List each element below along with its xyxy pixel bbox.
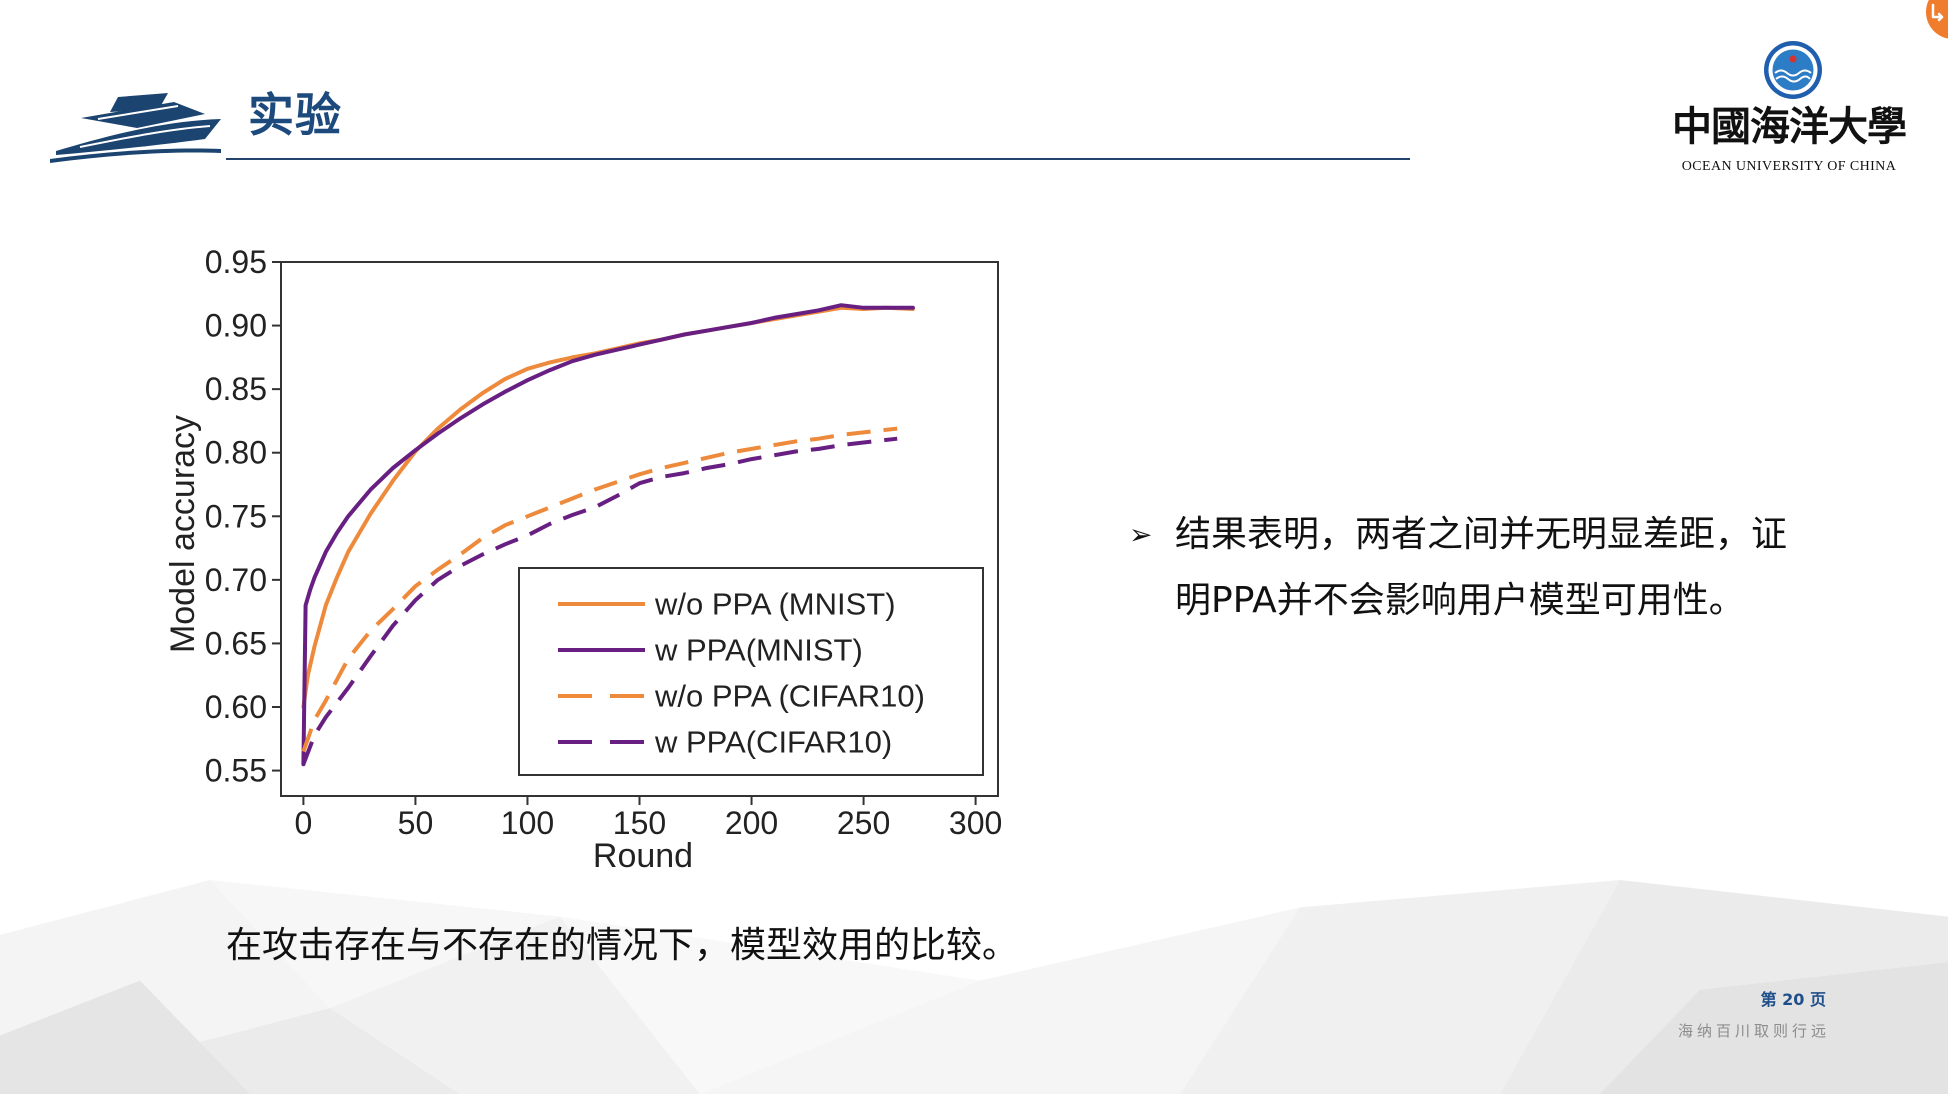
background-polygon [1600,962,1948,1094]
x-tick-label: 300 [949,805,1002,841]
emblem-sun-dot [1789,55,1797,63]
series-layer [301,303,915,767]
legend: w/o PPA (MNIST) w PPA(MNIST) w/o PPA (CIFA… [518,567,984,776]
y-tick-label: 0.65 [205,625,267,661]
x-tick-label: 150 [613,805,666,841]
university-name-cn: 中國海洋大學 [1672,103,1907,150]
background-polygons [0,880,1948,1094]
ship-logo-icon [50,93,221,163]
y-tick-label: 0.55 [205,753,267,789]
y-tick-label: 0.60 [205,689,267,725]
x-tick-label: 100 [501,805,554,841]
legend-label-w-o-ppa-cifar10: w/o PPA (CIFAR10) [654,679,925,714]
x-tick-label: 50 [398,805,434,841]
y-tick-label: 0.85 [205,371,267,407]
title-underline [226,158,1410,160]
ship-wave-swoosh [50,148,221,163]
background-polygon [560,916,980,1094]
emblem-inner-disc [1772,49,1814,91]
bullet-arrow-icon: ➢ [1129,518,1153,551]
background-polygon [210,880,560,1009]
legend-label-w-ppa-cifar10: w PPA(CIFAR10) [654,725,892,760]
university-name-en: OCEAN UNIVERSITY OF CHINA [1681,159,1897,174]
background-polygon [1180,880,1620,1094]
chart-caption: 在攻击存在与不存在的情况下，模型效用的比较。 [226,925,1019,966]
slide-title: 实验 [248,88,342,142]
emblem-wave [1775,75,1811,83]
background-polygon [700,907,1300,1094]
x-tick-label: 250 [837,805,890,841]
university-emblem-icon [1764,41,1822,99]
ship-hull-stripe [79,125,211,148]
y-tick-label: 0.75 [205,498,267,534]
footer-motto: 海纳百川取则行远 [1677,1022,1830,1040]
ship-deck-shape [81,102,205,128]
legend-label-w-ppa-mnist: w PPA(MNIST) [654,633,863,668]
y-tick-label: 0.80 [205,435,267,471]
line-chart: 0.55 0.60 0.65 0.70 0.75 0.80 0.85 0.90 0.95 0 50 1… [164,244,1003,875]
x-tick-label: 200 [725,805,778,841]
ship-hull-shape [56,119,221,155]
series-line-w-ppa-mnist [301,303,915,767]
x-tick-label: 0 [295,805,313,841]
x-axis-label: Round [593,837,693,875]
series-line-w-ppa-cifar10 [301,436,898,765]
background-polygon [330,916,700,1094]
bullet-text: 结果表明，两者之间并无明显差距，证明PPA并不会影响用户模型可用性。 [1175,514,1788,621]
y-tick-label: 0.95 [205,244,267,280]
corner-badge-glyph[interactable] [1931,3,1944,22]
emblem-wave [1774,69,1812,77]
corner-badge-circle[interactable] [1926,0,1948,39]
background-polygon [0,980,250,1094]
y-tick-label: 0.90 [205,308,267,344]
y-axis-label: Model accuracy [164,415,202,653]
legend-label-w-o-ppa-mnist: w/o PPA (MNIST) [654,587,896,622]
axes: 0.55 0.60 0.65 0.70 0.75 0.80 0.85 0.90 0.95 0 50 1… [205,244,1003,841]
series-line-w-o-ppa-cifar10 [301,426,898,753]
y-tick-label: 0.70 [205,562,267,598]
ship-window-stripe [97,105,179,120]
page-number: 第 20 页 [1760,990,1826,1009]
corner-badge-icon[interactable] [1924,0,1948,44]
